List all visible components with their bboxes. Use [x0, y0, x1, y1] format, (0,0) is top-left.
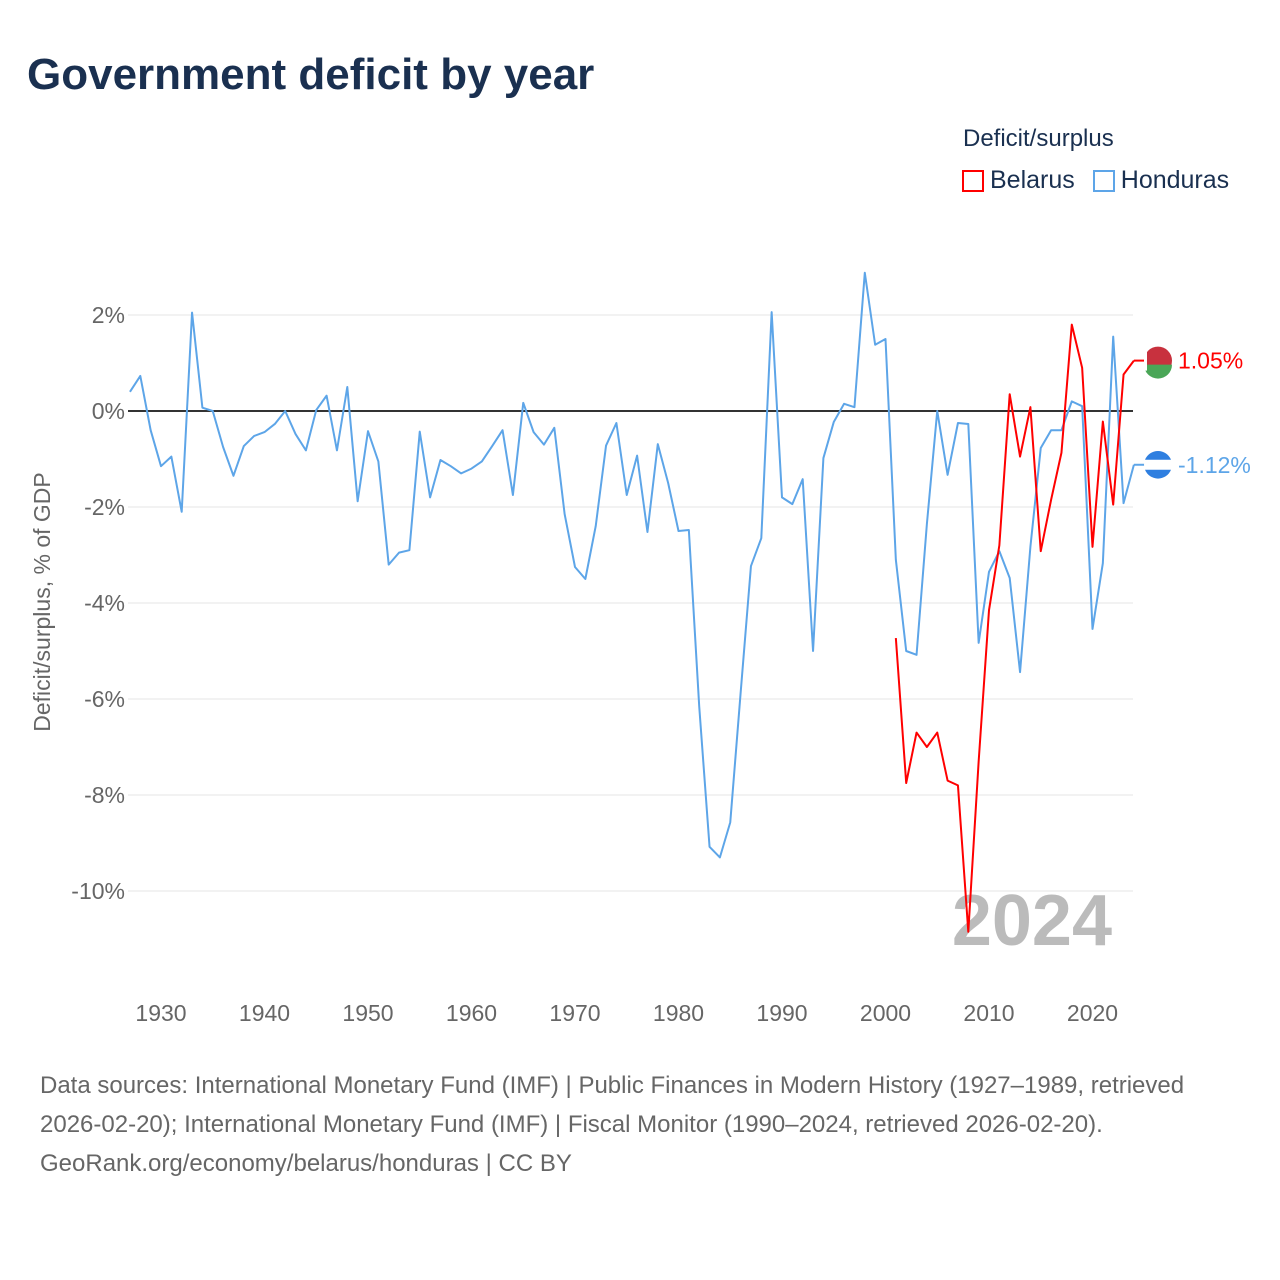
y-tick-label: 2%: [92, 302, 125, 328]
legend-label: Honduras: [1120, 166, 1230, 194]
x-tick-label: 1960: [446, 1000, 497, 1026]
x-tick-label: 1950: [342, 1000, 393, 1026]
legend-label: Belarus: [990, 166, 1075, 194]
legend-title: Deficit/surplus: [963, 125, 1114, 152]
y-axis-label: Deficit/surplus, % of GDP: [29, 472, 55, 731]
x-tick-label: 2020: [1067, 1000, 1118, 1026]
series-line-honduras: [129, 271, 1135, 859]
legend-item-honduras[interactable]: Honduras: [1092, 166, 1230, 195]
y-tick-label: -10%: [71, 878, 125, 904]
end-value-label: -1.12%: [1178, 452, 1251, 478]
x-tick-label: 1990: [756, 1000, 807, 1026]
footer: Data sources: International Monetary Fun…: [40, 1066, 1240, 1183]
belarus-flag-green: [1144, 364, 1172, 379]
y-tick-label: 0%: [92, 398, 125, 424]
y-tick-label: -8%: [84, 782, 125, 808]
x-tick-label: 1930: [135, 1000, 186, 1026]
legend-item-belarus[interactable]: Belarus: [962, 166, 1075, 195]
belarus-flag-ornament: [1144, 350, 1147, 371]
year-watermark: 2024: [952, 881, 1112, 961]
honduras-flag-top: [1145, 450, 1171, 460]
x-tick-label: 1980: [653, 1000, 704, 1026]
legend: Belarus Honduras: [962, 166, 1229, 195]
honduras-flag-bottom: [1145, 469, 1171, 479]
legend-swatch-honduras: [1092, 169, 1115, 192]
legend-swatch-belarus: [962, 169, 984, 192]
y-tick-label: -2%: [84, 494, 125, 520]
y-tick-label: -6%: [84, 686, 125, 712]
x-tick-label: 2010: [963, 1000, 1014, 1026]
y-tick-label: -4%: [84, 590, 125, 616]
data-sources: Data sources: International Monetary Fun…: [40, 1072, 1185, 1138]
series-line-belarus: [894, 323, 1135, 933]
x-tick-label: 1970: [549, 1000, 600, 1026]
x-tick-label: 2000: [860, 1000, 911, 1026]
credit-link[interactable]: GeoRank.org/economy/belarus/honduras | C…: [40, 1150, 572, 1177]
x-tick-label: 1940: [239, 1000, 290, 1026]
chart-title: Government deficit by year: [27, 50, 595, 99]
end-value-label: 1.05%: [1178, 348, 1243, 374]
